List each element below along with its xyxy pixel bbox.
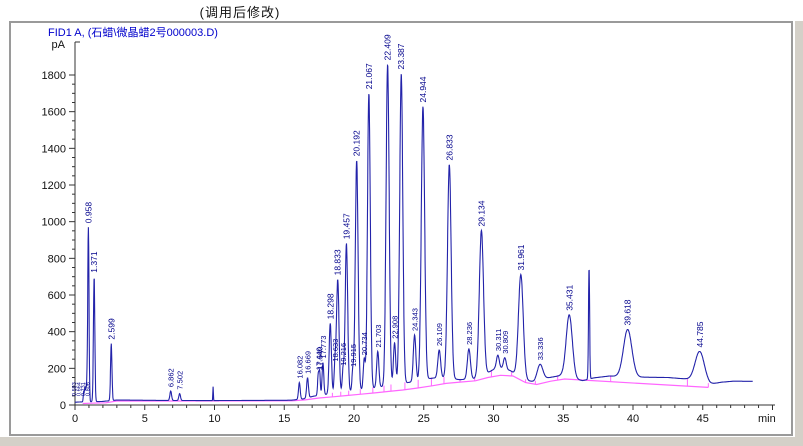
peak-label: 28.236 xyxy=(465,322,474,345)
y-axis-unit-label: pA xyxy=(52,39,66,51)
peak-label: 20.192 xyxy=(352,130,362,156)
early-cluster-peak-label: 0.593 xyxy=(72,382,78,396)
peak-label: 30.809 xyxy=(501,331,510,354)
peak-label: 30.311 xyxy=(494,329,503,351)
y-tick-label: 400 xyxy=(48,327,66,339)
window-margin-right xyxy=(795,21,803,446)
y-tick-label: 200 xyxy=(48,363,66,375)
x-tick-label: 15 xyxy=(278,413,290,425)
peak-label: 29.134 xyxy=(476,200,486,226)
y-tick-label: 1600 xyxy=(42,107,66,119)
peak-label: 7.502 xyxy=(176,371,185,390)
peak-label: 31.961 xyxy=(516,244,526,270)
y-tick-label: 800 xyxy=(48,253,66,265)
peak-label: 18.833 xyxy=(333,249,343,275)
early-cluster-peak-label: 0.806 xyxy=(86,382,92,396)
x-tick-label: 35 xyxy=(557,413,569,425)
peak-label: 19.915 xyxy=(349,344,358,367)
chromatogram-trace xyxy=(74,63,753,403)
peak-label: 22.908 xyxy=(391,316,400,339)
x-tick-label: 0 xyxy=(72,413,78,425)
x-tick-label: 45 xyxy=(697,413,709,425)
y-tick-label: 1800 xyxy=(42,70,66,82)
chart-frame xyxy=(9,21,793,436)
window-margin-bottom xyxy=(0,437,803,446)
peak-label: 26.833 xyxy=(444,134,454,160)
page-title: (调用后修改) xyxy=(199,5,281,20)
peak-label: 21.703 xyxy=(374,325,383,348)
x-tick-label: 30 xyxy=(487,413,499,425)
peak-label: 17.773 xyxy=(319,336,328,359)
y-tick-label: 1200 xyxy=(42,180,66,192)
peak-label: 22.409 xyxy=(383,34,393,60)
trace-legend: FID1 A, (石蜡\微晶蜡2号000003.D) xyxy=(48,27,218,39)
peak-label: 23.387 xyxy=(396,43,406,69)
peak-label: 33.336 xyxy=(536,337,545,360)
y-tick-label: 1400 xyxy=(42,143,66,155)
x-tick-label: 40 xyxy=(627,413,639,425)
early-cluster-peak-label: 0.664 xyxy=(77,382,83,396)
peak-label: 24.343 xyxy=(411,308,420,331)
peak-label: 16.082 xyxy=(295,356,304,379)
peak-label: 19.216 xyxy=(339,343,348,366)
x-tick-label: 25 xyxy=(418,413,430,425)
y-tick-label: 0 xyxy=(60,400,66,412)
peak-label: 2.599 xyxy=(106,318,116,340)
x-axis-unit-label: min xyxy=(758,413,776,425)
x-tick-label: 5 xyxy=(142,413,148,425)
y-tick-label: 600 xyxy=(48,290,66,302)
peak-label: 19.457 xyxy=(341,213,351,239)
peak-label: 6.862 xyxy=(167,368,176,387)
peak-label: 18.298 xyxy=(325,293,335,319)
peak-label: 1.371 xyxy=(89,251,99,273)
peak-label: 17.440 xyxy=(314,347,323,370)
early-cluster-peak-label: 0.731 xyxy=(81,382,87,396)
peak-label: 18.633 xyxy=(331,339,340,362)
peak-label: 21.067 xyxy=(364,63,374,89)
peak-label: 39.618 xyxy=(623,299,633,325)
peak-label: 26.109 xyxy=(435,323,444,346)
peak-label: 20.734 xyxy=(360,332,369,355)
peak-label: 16.669 xyxy=(304,351,313,374)
peak-label: 35.431 xyxy=(564,285,574,311)
peak-label: 17.540 xyxy=(316,347,325,370)
x-tick-label: 20 xyxy=(348,413,360,425)
peak-label: 44.785 xyxy=(695,321,705,347)
peak-label: 0.958 xyxy=(83,202,93,224)
y-tick-label: 1000 xyxy=(42,217,66,229)
x-tick-label: 10 xyxy=(208,413,220,425)
peak-label: 24.944 xyxy=(418,76,428,102)
